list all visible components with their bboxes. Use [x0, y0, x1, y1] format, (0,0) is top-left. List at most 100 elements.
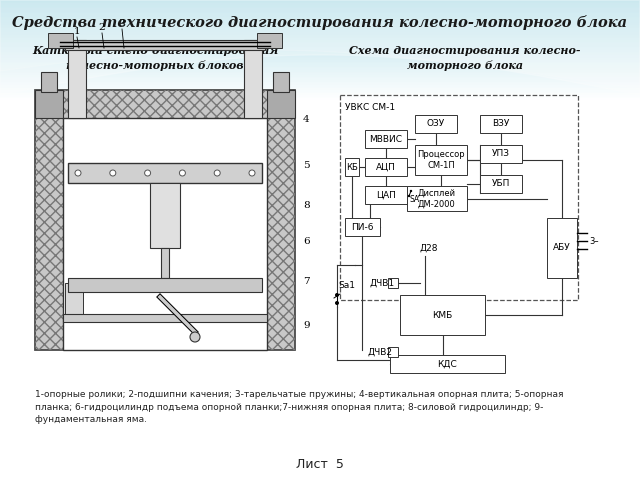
Bar [273, 72, 289, 92]
Text: 9: 9 [303, 321, 310, 329]
Bar [0, 32, 640, 34]
Bar [65, 283, 83, 318]
Bar [0, 24, 640, 25]
Bar [0, 60, 640, 62]
Circle shape [214, 170, 220, 176]
Bar [0, 35, 640, 37]
Circle shape [179, 170, 186, 176]
Bar [68, 40, 86, 118]
Bar [0, 25, 640, 27]
Bar [0, 67, 640, 69]
Bar [0, 38, 640, 40]
Bar [0, 98, 640, 100]
Bar [0, 90, 640, 92]
Circle shape [249, 170, 255, 176]
Bar [415, 145, 467, 175]
Text: 3: 3 [118, 20, 125, 28]
Bar [0, 18, 640, 21]
Bar [35, 90, 295, 350]
Text: 5: 5 [303, 160, 310, 169]
Bar [0, 61, 640, 64]
Bar [161, 248, 169, 278]
Bar [0, 78, 640, 81]
Bar [68, 278, 262, 292]
Bar [0, 80, 640, 82]
Bar [0, 17, 640, 19]
Text: 1: 1 [74, 27, 80, 36]
Bar [400, 295, 485, 335]
Text: КДС: КДС [438, 360, 458, 369]
Bar [0, 88, 640, 91]
Bar [480, 175, 522, 193]
Bar [68, 163, 262, 183]
Bar [365, 158, 407, 176]
Bar [0, 65, 640, 67]
Bar [415, 115, 457, 133]
Bar [0, 55, 640, 57]
Text: АБУ: АБУ [553, 243, 571, 252]
Text: Дисплей
ДМ-2000: Дисплей ДМ-2000 [418, 189, 456, 208]
Bar [150, 183, 180, 248]
Text: Катковый стенд диагностирования
колесно-моторных блоков: Катковый стенд диагностирования колесно-… [32, 45, 278, 71]
Text: ДЧВ1: ДЧВ1 [370, 278, 395, 288]
Circle shape [145, 170, 150, 176]
Bar [0, 30, 640, 32]
Bar [340, 95, 578, 300]
Bar [0, 40, 640, 42]
Text: ОЗУ: ОЗУ [427, 120, 445, 129]
Text: ВЗУ: ВЗУ [492, 120, 509, 129]
Bar [390, 355, 505, 373]
Bar [0, 43, 640, 46]
Text: УВКС СМ-1: УВКС СМ-1 [345, 103, 395, 111]
Bar [244, 40, 262, 118]
Bar [0, 5, 640, 7]
Bar [257, 33, 282, 48]
Circle shape [75, 170, 81, 176]
Bar [0, 72, 640, 74]
Text: Д28: Д28 [420, 243, 438, 252]
Bar [0, 12, 640, 14]
Bar [0, 47, 640, 49]
Bar [40, 72, 58, 92]
Text: Схема диагностирования колесно-
моторного блока: Схема диагностирования колесно- моторног… [349, 45, 580, 71]
Text: ДЧВ2: ДЧВ2 [367, 348, 392, 357]
Bar [365, 186, 407, 204]
Bar [0, 73, 640, 75]
Circle shape [410, 190, 412, 192]
Text: ЦАП: ЦАП [376, 191, 396, 200]
Bar [0, 96, 640, 99]
Circle shape [110, 170, 116, 176]
Text: 2: 2 [99, 24, 106, 33]
Text: ПИ-6: ПИ-6 [351, 223, 374, 231]
Bar [0, 70, 640, 72]
Text: 3–: 3– [589, 237, 598, 245]
Bar [0, 27, 640, 29]
Bar [0, 59, 640, 60]
Bar [0, 42, 640, 44]
Text: SA: SA [410, 194, 420, 204]
Bar [0, 93, 640, 96]
Bar [35, 90, 295, 350]
Text: УПЗ: УПЗ [492, 149, 510, 158]
Bar [0, 82, 640, 84]
Text: АЦП: АЦП [376, 163, 396, 171]
Bar [0, 22, 640, 24]
Bar [48, 33, 73, 48]
Text: КМБ: КМБ [433, 311, 452, 320]
Text: Sa1: Sa1 [338, 280, 355, 289]
Bar [0, 1, 640, 4]
Bar [0, 20, 640, 22]
Bar [480, 145, 522, 163]
Bar [35, 90, 63, 118]
Bar [63, 118, 267, 350]
Bar [547, 218, 577, 278]
Bar [0, 10, 640, 12]
Bar [0, 63, 640, 65]
Bar [0, 87, 640, 89]
Bar [0, 95, 640, 97]
Bar [0, 68, 640, 71]
Text: УБП: УБП [492, 180, 510, 189]
Bar [0, 3, 640, 5]
Bar [0, 13, 640, 15]
Text: 6: 6 [303, 238, 310, 247]
